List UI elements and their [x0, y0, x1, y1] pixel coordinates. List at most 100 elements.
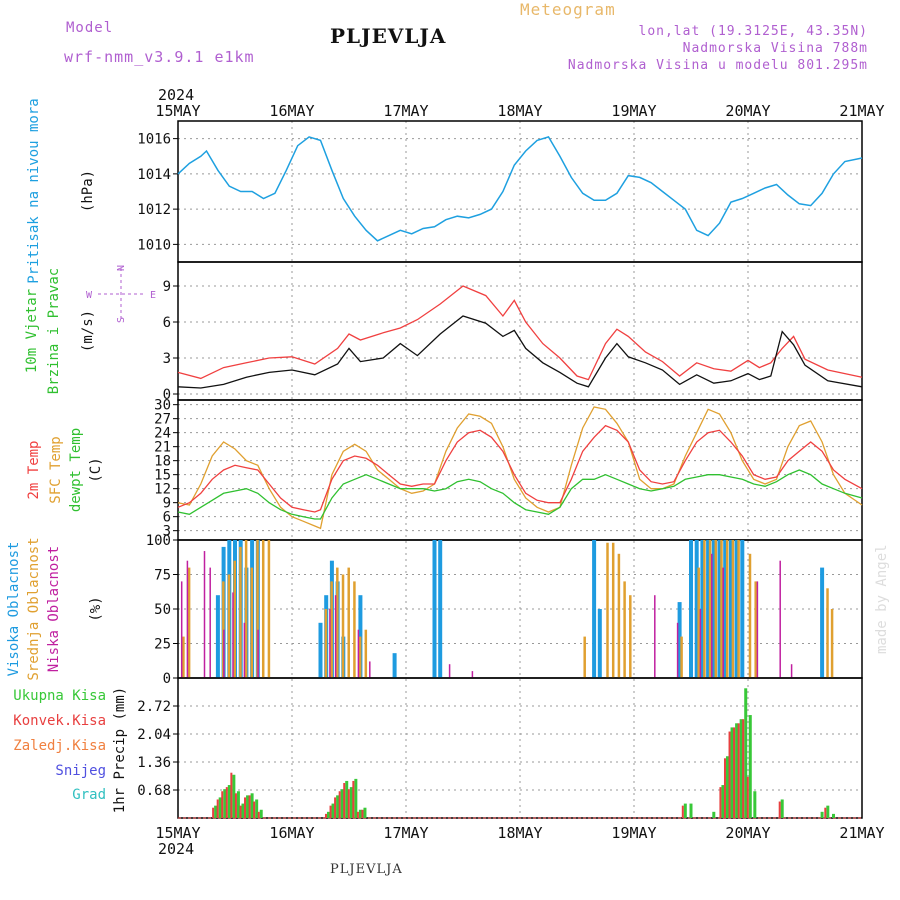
cloud-bar [711, 553, 713, 678]
wind-unit-label: (m/s) [80, 310, 96, 352]
cloud-bar [336, 567, 339, 678]
total-precip-bar [363, 807, 367, 818]
conv-precip-bar [216, 799, 219, 818]
model-altitude: Nadmorska Visina u modelu 801.295m [567, 58, 868, 73]
cloud-bar [830, 609, 834, 678]
cloud-bar [187, 567, 191, 678]
conv-precip-bar [221, 791, 224, 818]
total-precip-bar [223, 789, 227, 818]
wind-speed-line [177, 315, 863, 389]
conv-precip-bar [212, 807, 215, 818]
conv-precip-bar [352, 780, 355, 818]
sfc-temp-label: SFC Temp [48, 436, 64, 503]
total-precip-bar [735, 723, 739, 818]
cloud-bar [740, 540, 745, 678]
precip-y-tick-label: 2.04 [137, 727, 171, 743]
cloud-bar [654, 595, 656, 678]
cloud-bar [714, 540, 718, 678]
x-tick-label-bottom: 17MAY [383, 824, 428, 842]
cloud-bar [267, 540, 271, 678]
cloud-bar [717, 540, 722, 678]
total-precip-bar [832, 813, 835, 818]
conv-precip-bar [356, 811, 359, 818]
cloud-bar [606, 542, 609, 678]
x-tick-label-top: 19MAY [611, 102, 656, 120]
precip-legend-label: Ukupna Kisa [13, 688, 106, 704]
conv-precip-bar [719, 787, 722, 818]
cloud-bar [708, 540, 712, 678]
cloud-bar [364, 629, 368, 678]
pressure-line [177, 136, 863, 242]
model-name: wrf-nmm_v3.9.1 e1km [64, 48, 255, 66]
temperature-y-tick-label: 6 [163, 510, 171, 526]
pressure-unit-label: (hPa) [80, 170, 96, 212]
cloud-bar [706, 540, 711, 678]
cloud-bar [731, 540, 735, 678]
total-precip-bar [246, 795, 250, 818]
cloud-bar [722, 567, 724, 678]
conv-precip-bar [234, 793, 237, 818]
cloud-bar [330, 581, 333, 678]
cloud-bar [203, 551, 206, 678]
conv-precip-bar [681, 805, 684, 818]
precip-legend-label: Zaledj.Kisa [13, 738, 106, 754]
pressure-frame [177, 120, 863, 263]
cloud-bar [239, 546, 242, 678]
cloud-bar [592, 540, 597, 678]
meteogram-label: Meteogram [520, 0, 616, 19]
wind-gust-line [177, 285, 863, 381]
cloud-bar [334, 595, 337, 678]
conv-precip-bar [723, 758, 726, 818]
precip-y-tick-label: 0.68 [137, 783, 171, 799]
cloud-bar [448, 664, 451, 678]
total-precip-bar [218, 797, 222, 818]
total-precip-bar [214, 805, 218, 818]
conv-precip-bar [824, 807, 827, 818]
wind-axis-label-1: 10m Vjetar [24, 289, 40, 373]
cloud-bar [737, 540, 740, 678]
precip-unit-label: 1hr Precip (mm) [112, 687, 128, 813]
cloud-bar [209, 567, 211, 678]
cloud-bar [227, 574, 231, 678]
cloud-bar [186, 560, 189, 678]
cloud-bar [257, 629, 259, 678]
cloud-y-tick-label: 0 [163, 671, 171, 687]
mid-cloud-label: Srednja Oblacnost [26, 537, 42, 680]
pressure-y-tick-label: 1010 [137, 237, 171, 253]
cloud-bar [720, 540, 723, 678]
cloud-bar [215, 595, 220, 678]
wind-axis-label-2: Brzina i Pravac [46, 268, 62, 394]
total-precip-bar [349, 787, 353, 818]
total-precip-bar [227, 785, 231, 818]
temp-unit-label: (C) [88, 457, 104, 482]
total-precip-bar [689, 803, 693, 818]
total-precip-bar [826, 805, 830, 818]
cloud-y-tick-label: 25 [154, 637, 171, 653]
station-title: PLJEVLJA [330, 24, 447, 48]
temperature-y-tick-label: 3 [163, 524, 171, 540]
cloud-bar [182, 636, 185, 678]
total-precip-bar [683, 803, 687, 818]
total-precip-bar [739, 719, 743, 818]
conv-precip-bar [225, 787, 228, 818]
conv-precip-bar [728, 731, 731, 818]
total-precip-bar [340, 789, 344, 818]
compass-s: S [116, 317, 127, 323]
cloud-bar [353, 581, 356, 678]
conv-precip-bar [343, 783, 346, 818]
temp-2m-line [177, 424, 863, 513]
total-precip-bar [730, 727, 734, 818]
cloud-bar [754, 581, 757, 678]
conv-precip-bar [257, 811, 260, 818]
conv-precip-bar [248, 795, 251, 818]
conv-precip-bar [778, 801, 781, 818]
x-tick-label-top: 15MAY [155, 102, 200, 120]
total-precip-bar [236, 791, 240, 818]
conv-precip-bar [253, 801, 256, 818]
cloud-bar [341, 574, 345, 678]
cloud-bar [358, 636, 362, 678]
cloud-y-tick-label: 100 [146, 533, 171, 549]
total-precip-bar [721, 785, 725, 818]
cloud-bar [244, 540, 248, 678]
